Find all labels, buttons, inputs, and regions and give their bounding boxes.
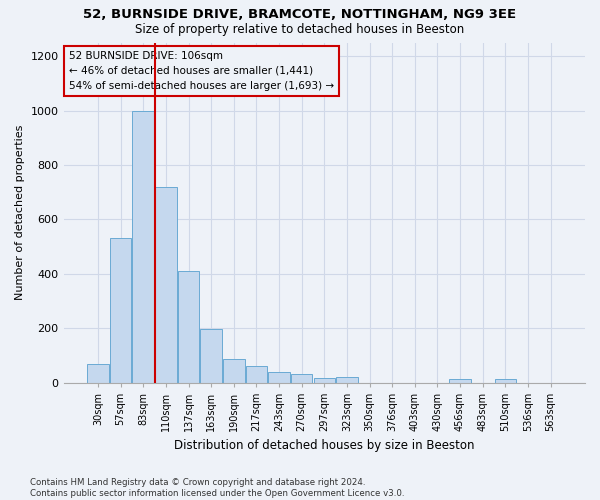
Bar [449, 378, 471, 383]
Text: Size of property relative to detached houses in Beeston: Size of property relative to detached ho… [136, 22, 464, 36]
Text: 52 BURNSIDE DRIVE: 106sqm
← 46% of detached houses are smaller (1,441)
54% of se: 52 BURNSIDE DRIVE: 106sqm ← 46% of detac… [69, 51, 334, 90]
Text: 52, BURNSIDE DRIVE, BRAMCOTE, NOTTINGHAM, NG9 3EE: 52, BURNSIDE DRIVE, BRAMCOTE, NOTTINGHAM… [83, 8, 517, 20]
Text: Contains HM Land Registry data © Crown copyright and database right 2024.
Contai: Contains HM Land Registry data © Crown c… [30, 478, 404, 498]
Bar [155, 187, 176, 383]
Bar [291, 374, 313, 383]
X-axis label: Distribution of detached houses by size in Beeston: Distribution of detached houses by size … [174, 440, 475, 452]
Bar [223, 359, 245, 383]
Bar [133, 110, 154, 383]
Bar [336, 378, 358, 383]
Bar [268, 372, 290, 383]
Bar [494, 380, 516, 383]
Y-axis label: Number of detached properties: Number of detached properties [15, 125, 25, 300]
Bar [314, 378, 335, 383]
Bar [87, 364, 109, 383]
Bar [245, 366, 267, 383]
Bar [200, 329, 222, 383]
Bar [110, 238, 131, 383]
Bar [178, 271, 199, 383]
